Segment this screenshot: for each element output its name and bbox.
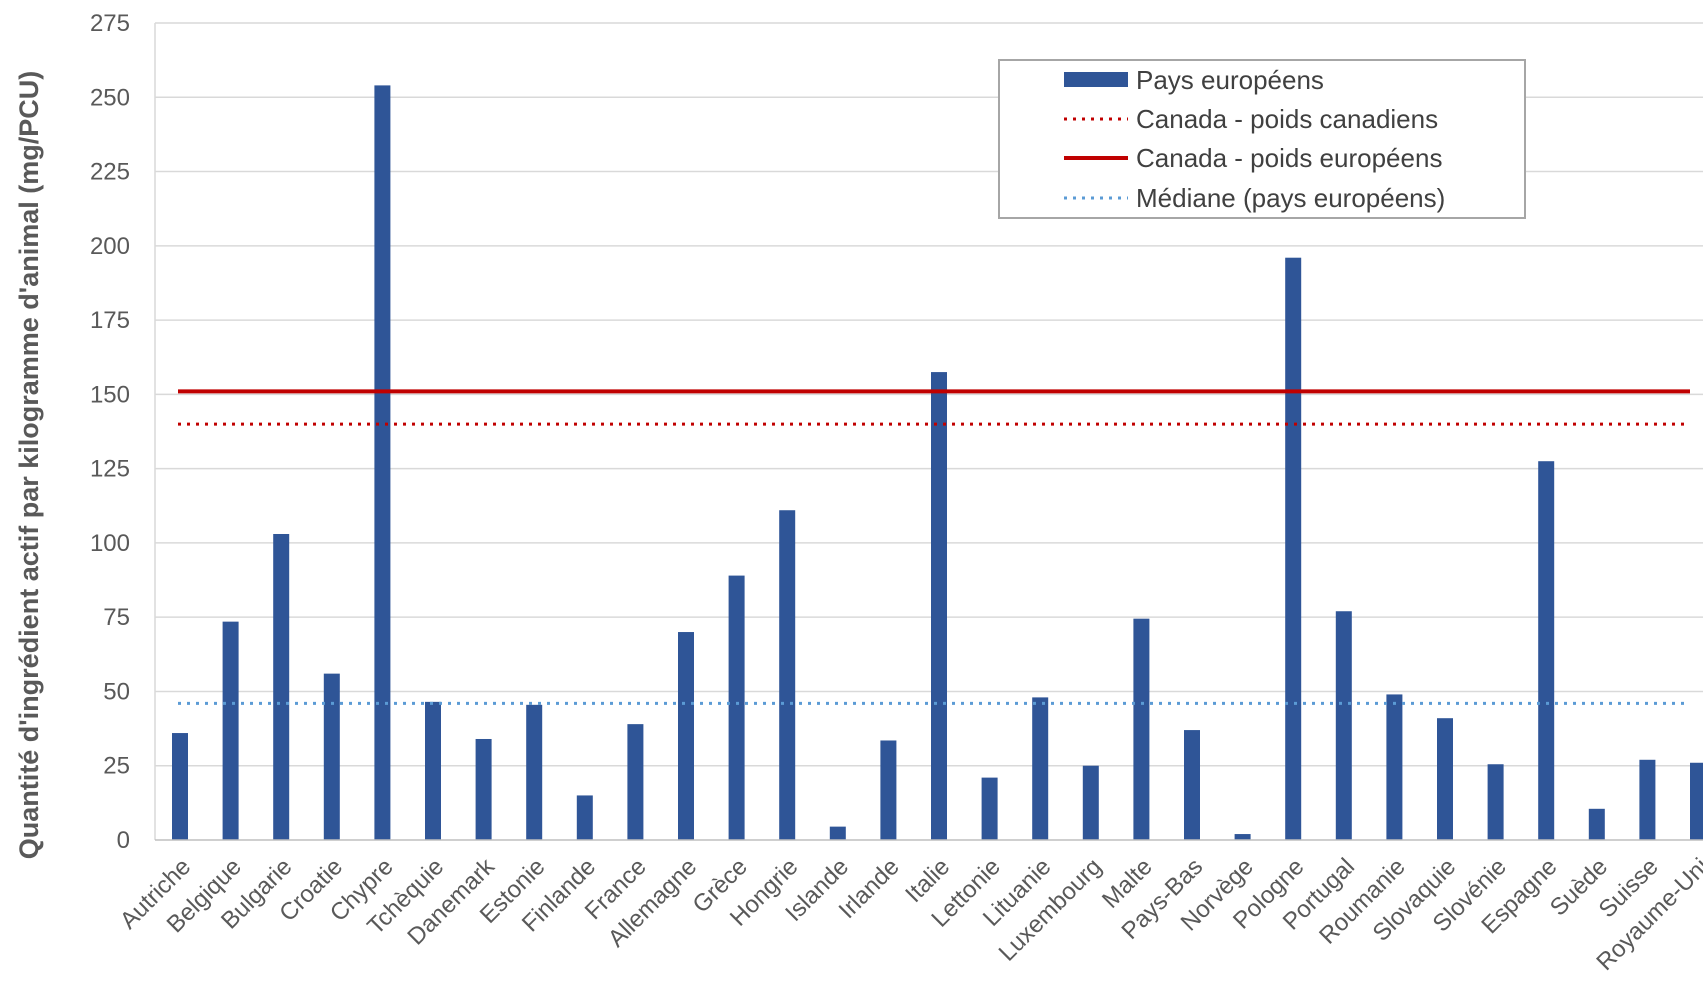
bar-italie <box>931 372 947 840</box>
legend-swatch-pays-europeens <box>1064 72 1128 87</box>
bar-malte <box>1133 618 1150 840</box>
y-tick-labels: 0 25 50 75 100 125 150 175 200 225 250 275 <box>90 10 130 854</box>
bar-irlande <box>880 740 897 840</box>
bar-hongrie <box>779 510 796 840</box>
bar-luxembourg <box>1082 765 1099 840</box>
bar-pologne <box>1285 257 1302 841</box>
bar-espagne <box>1538 461 1555 840</box>
legend-label-pays-europeens: Pays européens <box>1136 65 1324 95</box>
y-tick-125: 125 <box>90 456 130 483</box>
bar-royaume-uni <box>1690 762 1703 840</box>
bar-estonie <box>526 704 543 840</box>
bar-allemagne <box>678 632 694 840</box>
bar-bulgarie <box>273 533 290 840</box>
legend-label-canada-poids-canadiens: Canada - poids canadiens <box>1136 104 1438 134</box>
y-tick-25: 25 <box>103 753 130 780</box>
bar-roumanie <box>1386 694 1403 840</box>
bar-portugal <box>1335 611 1352 840</box>
legend-label-canada-poids-europeens: Canada - poids européens <box>1136 143 1442 173</box>
y-tick-275: 275 <box>90 10 130 37</box>
legend-label-mediane: Médiane (pays européens) <box>1136 183 1445 213</box>
y-axis-label: Quantité d'ingrédient actif par kilogram… <box>14 71 44 859</box>
bar-france <box>627 724 644 840</box>
bar-norvege <box>1234 834 1251 840</box>
bar-croatie <box>323 673 340 840</box>
bar-lituanie <box>1032 697 1049 840</box>
bar-grece <box>728 575 745 840</box>
y-tick-100: 100 <box>90 530 130 557</box>
reference-lines <box>178 389 1690 705</box>
bar-slovaquie <box>1437 718 1453 840</box>
x-tick-labels: AutricheBelgiqueBulgarieCroatieChypreTch… <box>115 852 1703 976</box>
y-tick-225: 225 <box>90 159 130 186</box>
bar-tchequie <box>425 701 441 840</box>
bar-danemark <box>475 738 492 840</box>
y-tick-150: 150 <box>90 381 130 408</box>
y-tick-200: 200 <box>90 233 130 260</box>
y-tick-175: 175 <box>90 307 130 334</box>
y-tick-0: 0 <box>117 827 130 854</box>
bar-autriche <box>172 733 188 840</box>
y-tick-75: 75 <box>103 604 130 631</box>
bar-slovenie <box>1487 764 1504 840</box>
bar-suisse <box>1639 759 1656 840</box>
bars <box>172 85 1703 841</box>
y-tick-250: 250 <box>90 84 130 111</box>
bar-chypre <box>374 85 391 840</box>
bar-islande <box>829 826 846 840</box>
bar-pays-bas <box>1184 730 1200 840</box>
bar-suede <box>1588 808 1605 840</box>
bar-lettonie <box>981 777 998 840</box>
bar-finlande <box>576 795 593 840</box>
bar-belgique <box>222 621 239 840</box>
legend: Pays européens Canada - poids canadiens … <box>998 59 1526 219</box>
y-tick-50: 50 <box>103 678 130 705</box>
